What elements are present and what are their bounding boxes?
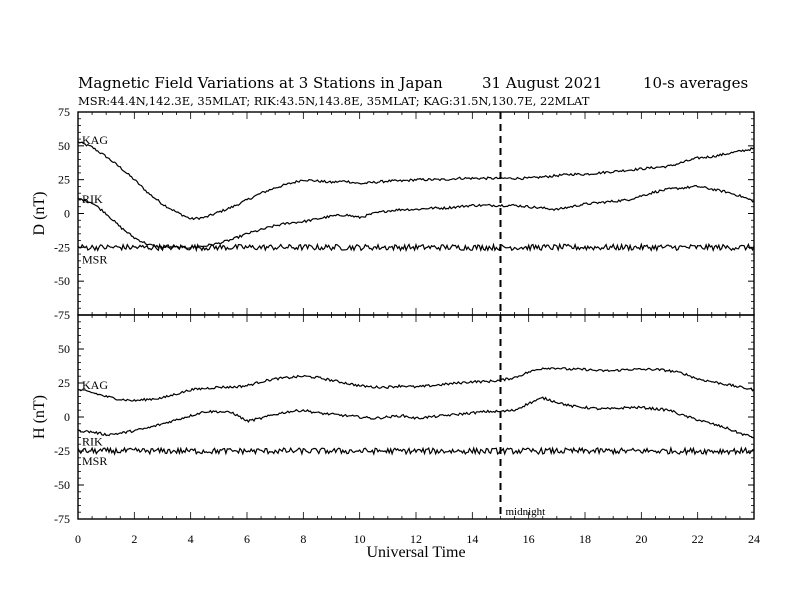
x-tick-label: 8 [300, 532, 306, 546]
panels: 75 50 25 0 -25 -50 -75 D (nT) KAG RIK MSR 50 25 0 -25 -… [31, 105, 760, 561]
x-tick-label: 0 [75, 532, 81, 546]
station-label-rik: RIK [82, 435, 103, 449]
series-line-rik [77, 396, 755, 439]
x-tick-label: 18 [579, 532, 591, 546]
x-tick-label: 20 [635, 532, 647, 546]
x-tick-label: 24 [748, 532, 760, 546]
y-tick-label: 0 [64, 207, 70, 221]
series-line-msr [77, 242, 755, 253]
x-tick-label: 6 [244, 532, 250, 546]
x-tick-label: 4 [188, 532, 194, 546]
y-tick-label: 50 [58, 342, 70, 356]
y-tick-label: 50 [58, 139, 70, 153]
chart-title: Magnetic Field Variations at 3 Stations … [78, 74, 443, 92]
y-tick-label: 25 [58, 376, 70, 390]
x-tick-label: 16 [523, 532, 535, 546]
y-tick-label: 25 [58, 173, 70, 187]
panel-top: 75 50 25 0 -25 -50 -75 D (nT) KAG RIK MSR [31, 105, 755, 322]
y-tick-label: 75 [58, 105, 70, 119]
station-label-kag: KAG [82, 378, 108, 392]
series-line-kag [77, 140, 755, 221]
station-label-msr: MSR [82, 454, 107, 468]
y-tick-label: 0 [64, 410, 70, 424]
x-tick-label: 10 [354, 532, 366, 546]
series-line-kag [77, 367, 755, 402]
y-tick-label: -50 [54, 478, 70, 492]
station-label-rik: RIK [82, 192, 103, 206]
y-tick-label: -25 [54, 444, 70, 458]
x-tick-label: 14 [466, 532, 478, 546]
y-tick-label: -50 [54, 274, 70, 288]
station-label-msr: MSR [82, 252, 107, 266]
midnight-label: midnight [506, 506, 546, 518]
chart-averaging: 10-s averages [643, 74, 748, 92]
chart-stations-line: MSR:44.4N,142.3E, 35MLAT; RIK:43.5N,143.… [78, 94, 590, 108]
y-tick-label: -25 [54, 240, 70, 254]
series-line-msr [77, 445, 755, 456]
y-tick-label: -75 [54, 512, 70, 526]
x-axis-label: Universal Time [366, 544, 465, 561]
x-tick-label: 12 [410, 532, 422, 546]
y-axis-label: H (nT) [31, 395, 48, 439]
y-tick-label: -75 [54, 308, 70, 322]
chart-date: 31 August 2021 [482, 74, 602, 92]
x-tick-label: 2 [131, 532, 137, 546]
station-label-kag: KAG [82, 133, 108, 147]
y-axis-label: D (nT) [31, 192, 48, 236]
x-tick-label: 22 [692, 532, 704, 546]
